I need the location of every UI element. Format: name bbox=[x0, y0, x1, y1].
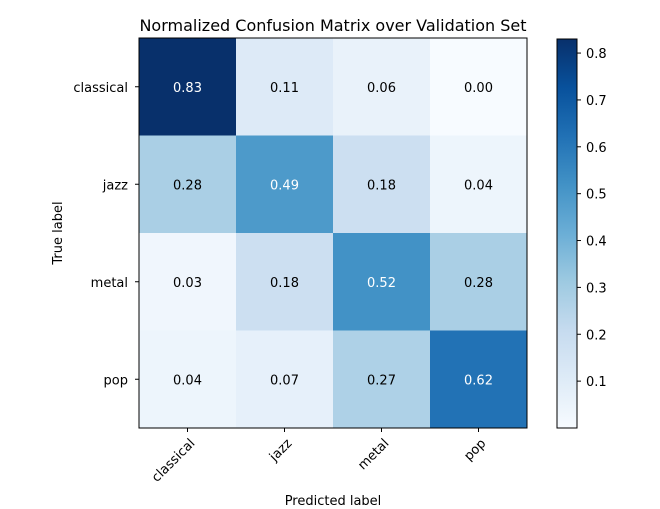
colorbar-tick-label-4: 0.5 bbox=[586, 188, 607, 203]
cell-value-label-0-1: 0.11 bbox=[270, 81, 299, 96]
heatmap-cell-0-0 bbox=[139, 38, 237, 136]
x-tick-label-0: classical bbox=[149, 436, 198, 485]
colorbar-tick-label-3: 0.4 bbox=[586, 235, 607, 250]
x-tick-label-1: jazz bbox=[266, 436, 295, 465]
colorbar-tick-label-5: 0.6 bbox=[586, 141, 607, 156]
y-tick-label-1: jazz bbox=[102, 178, 128, 193]
heatmap-cell-1-1 bbox=[236, 135, 334, 234]
cell-value-label-3-2: 0.27 bbox=[367, 373, 396, 388]
cell-value-label-1-3: 0.04 bbox=[464, 178, 493, 193]
colorbar-ticks: 0.1 0.2 0.3 0.4 0.5 0.6 0.7 0.8 bbox=[577, 47, 607, 390]
x-axis-label: Predicted label bbox=[285, 494, 382, 509]
cell-value-label-0-3: 0.00 bbox=[464, 81, 493, 96]
heatmap-cell-2-3 bbox=[430, 233, 528, 331]
heatmap-cell-2-0 bbox=[139, 233, 237, 331]
heatmap-cell-2-1 bbox=[236, 233, 334, 331]
colorbar bbox=[556, 38, 578, 429]
heatmap-cell-3-2 bbox=[333, 330, 431, 429]
heatmap-cell-0-1 bbox=[236, 38, 334, 136]
colorbar-tick-label-1: 0.2 bbox=[586, 328, 607, 343]
colorbar-tick-label-0: 0.1 bbox=[586, 375, 607, 390]
cell-value-label-3-1: 0.07 bbox=[270, 373, 299, 388]
heatmap-cell-3-3 bbox=[430, 330, 528, 429]
heatmap-cell-1-0 bbox=[139, 135, 237, 234]
heatmap-cell-2-2 bbox=[333, 233, 431, 331]
cell-value-label-2-3: 0.28 bbox=[464, 276, 493, 291]
x-tick-label-3: pop bbox=[461, 436, 489, 464]
cell-value-label-2-2: 0.52 bbox=[367, 276, 396, 291]
heatmap-cell-1-2 bbox=[333, 135, 431, 234]
y-tick-label-3: pop bbox=[104, 373, 128, 388]
cell-value-label-1-1: 0.49 bbox=[270, 178, 299, 193]
cell-value-label-2-0: 0.03 bbox=[173, 276, 202, 291]
y-tick-label-2: metal bbox=[91, 276, 128, 291]
cell-value-label-1-0: 0.28 bbox=[173, 178, 202, 193]
colorbar-tick-label-2: 0.3 bbox=[586, 281, 607, 296]
cell-value-label-2-1: 0.18 bbox=[270, 276, 299, 291]
heatmap-cell-3-0 bbox=[139, 330, 237, 429]
cell-value-label-3-0: 0.04 bbox=[173, 373, 202, 388]
y-axis-ticks: classical jazz metal pop bbox=[73, 81, 139, 388]
heatmap-cells bbox=[139, 38, 528, 429]
heatmap-cell-labels: 0.83 0.11 0.06 0.00 0.28 0.49 0.18 0.04 0.03 0.18… bbox=[173, 81, 493, 389]
heatmap-cell-0-2 bbox=[333, 38, 431, 136]
heatmap-cell-3-1 bbox=[236, 330, 334, 429]
y-axis-label: True label bbox=[51, 201, 66, 265]
cell-value-label-0-2: 0.06 bbox=[367, 81, 396, 96]
cell-value-label-1-2: 0.18 bbox=[367, 178, 396, 193]
heatmap-cell-1-3 bbox=[430, 135, 528, 234]
x-axis-ticks: classical jazz metal pop bbox=[149, 428, 489, 485]
plot-frame bbox=[138, 37, 528, 429]
heatmap-cell-0-3 bbox=[430, 38, 528, 136]
chart-title: Normalized Confusion Matrix over Validat… bbox=[139, 16, 526, 35]
cell-value-label-3-3: 0.62 bbox=[464, 373, 493, 388]
x-tick-label-2: metal bbox=[355, 436, 392, 473]
y-tick-label-0: classical bbox=[73, 81, 128, 96]
cell-value-label-0-0: 0.83 bbox=[173, 81, 202, 96]
colorbar-tick-label-7: 0.8 bbox=[586, 47, 607, 62]
colorbar-tick-label-6: 0.7 bbox=[586, 94, 607, 109]
